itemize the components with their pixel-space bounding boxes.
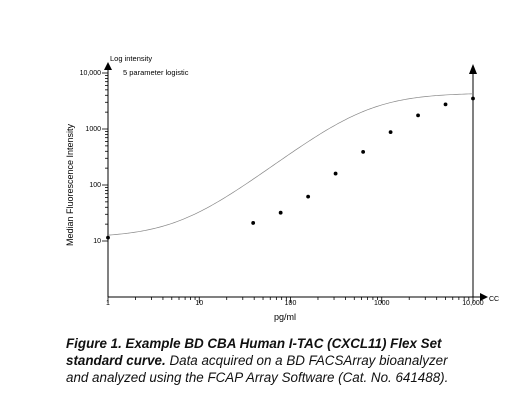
caption-bold: Figure 1. Example BD CBA Human I-TAC (CX… (66, 336, 442, 368)
figure-caption: Figure 1. Example BD CBA Human I-TAC (CX… (66, 335, 466, 386)
data-point (306, 194, 311, 199)
data-point (443, 102, 448, 107)
x-axis-label: pg/ml (274, 312, 296, 322)
y-tick-label: 10,000 (80, 70, 102, 77)
data-point (106, 235, 110, 240)
fit-curve-line (107, 93, 474, 236)
x-tick-label: 1 (106, 300, 110, 307)
data-point (361, 150, 366, 154)
data-point (471, 96, 475, 101)
y-axis-title: Log intensity (110, 54, 152, 63)
data-point (278, 210, 283, 215)
fit-curve (107, 93, 474, 236)
data-points (106, 96, 475, 240)
x-tick-label: 10 (195, 300, 203, 307)
data-point (251, 221, 256, 225)
x-axis-end-label: CC (489, 296, 499, 303)
x-tick-label: 10,000 (462, 300, 484, 307)
y-axis-label: Median Fluorescence Intensity (65, 123, 75, 246)
standard-curve-chart: 10 100 1000 10,000 1 10 100 1000 10,000 Log inten… (65, 54, 499, 322)
y-tick-label: 10 (93, 238, 101, 245)
y-tick-label: 100 (89, 182, 101, 189)
right-vertical-arrow (469, 64, 477, 74)
y-axis-arrow (104, 62, 112, 70)
data-point (416, 113, 420, 118)
x-tick-label: 100 (285, 300, 297, 307)
x-axis-arrow (480, 293, 488, 301)
fit-label: 5 parameter logistic (123, 68, 189, 77)
y-tick-label: 1000 (85, 126, 101, 133)
data-point (388, 130, 393, 135)
chart-labels: 10 100 1000 10,000 1 10 100 1000 10,000 Log inten… (65, 54, 499, 322)
x-tick-label: 1000 (374, 300, 390, 307)
caption-rest: Data acquired on a BD FACSArray bioanaly… (66, 353, 449, 385)
chart-axes (102, 62, 488, 303)
data-point (333, 171, 338, 176)
